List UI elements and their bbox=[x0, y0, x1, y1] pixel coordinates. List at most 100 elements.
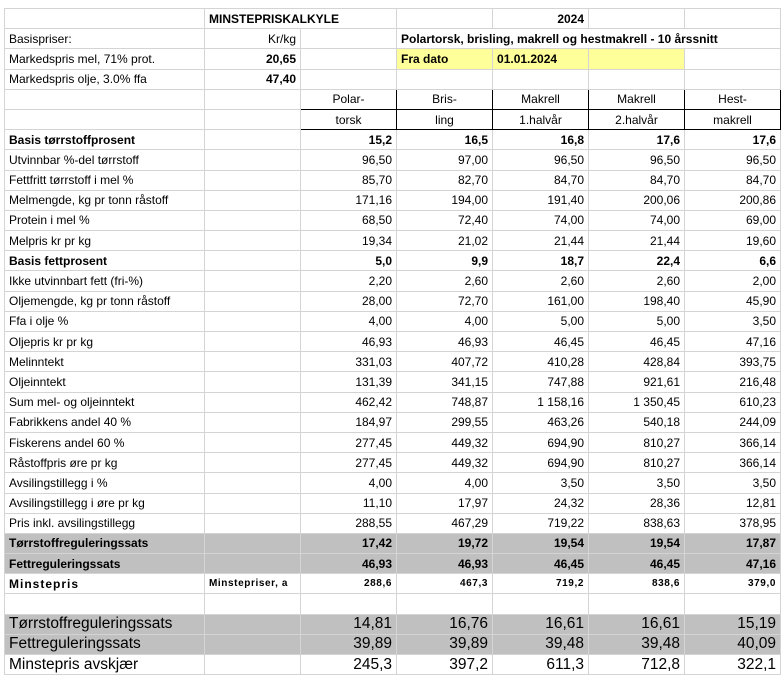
value: 14,81 bbox=[299, 613, 398, 635]
cell bbox=[588, 7, 686, 30]
value: 694,90 bbox=[492, 452, 590, 474]
cell bbox=[204, 633, 301, 656]
value: 19,60 bbox=[684, 230, 782, 252]
value: 39,89 bbox=[299, 633, 398, 656]
row: Sum mel- og oljeinntekt 462,42 748,87 1 158… bbox=[4, 391, 782, 413]
row-label: Melpris kr pr kg bbox=[4, 230, 205, 252]
value: 16,8 bbox=[492, 129, 590, 151]
value: 74,00 bbox=[492, 209, 590, 232]
row-label: Fiskerens andel 60 % bbox=[4, 431, 205, 454]
cell bbox=[684, 7, 782, 30]
value: 17,6 bbox=[684, 129, 782, 151]
value: 712,8 bbox=[588, 653, 686, 676]
value: 96,50 bbox=[299, 149, 398, 171]
cell bbox=[204, 108, 301, 131]
cell bbox=[204, 431, 301, 454]
value: 378,95 bbox=[684, 512, 782, 534]
label: Markedspris olje, 3.0% ffa bbox=[4, 68, 205, 90]
cell bbox=[204, 613, 301, 635]
cell bbox=[396, 593, 494, 615]
value: 19,34 bbox=[299, 230, 398, 252]
value: 4,00 bbox=[299, 472, 398, 494]
value: 17,42 bbox=[299, 532, 398, 555]
row: Basispriser: Kr/kg Polartorsk, brisling, m… bbox=[4, 28, 782, 50]
row: Markedspris olje, 3.0% ffa 47,40 bbox=[4, 68, 782, 90]
value: 322,1 bbox=[684, 653, 782, 676]
value: 366,14 bbox=[684, 452, 782, 474]
cell bbox=[4, 7, 205, 30]
value: 2,60 bbox=[396, 270, 494, 292]
value: 540,18 bbox=[588, 411, 686, 433]
value: 610,23 bbox=[684, 391, 782, 413]
value: 467,3 bbox=[396, 573, 494, 595]
value: 19,54 bbox=[588, 532, 686, 555]
row-label: Basis tørrstoffprosent bbox=[4, 129, 205, 151]
row: Råstoffpris øre pr kg 277,45 449,32 694,90 8… bbox=[4, 452, 782, 474]
row-label: Tørrstoffreguleringssats bbox=[4, 613, 205, 635]
value: 72,70 bbox=[396, 290, 494, 312]
value: 921,61 bbox=[588, 371, 686, 393]
value: 69,00 bbox=[684, 209, 782, 232]
cell bbox=[204, 149, 301, 171]
column-header: Hest- bbox=[684, 88, 782, 110]
cell bbox=[684, 593, 782, 615]
value: 46,93 bbox=[396, 553, 494, 575]
row: Oljeinntekt 131,39 341,15 747,88 921,61 216,4… bbox=[4, 371, 782, 393]
cell bbox=[204, 351, 301, 373]
row-label: Tørrstoffreguleringssats bbox=[4, 532, 205, 555]
cell bbox=[588, 593, 686, 615]
value: 1 158,16 bbox=[492, 391, 590, 413]
row: Utvinnbar %-del tørrstoff 96,50 97,00 96,50… bbox=[4, 149, 782, 171]
value: 171,16 bbox=[299, 189, 398, 211]
cell bbox=[204, 250, 301, 272]
value: 72,40 bbox=[396, 209, 494, 232]
cell bbox=[4, 593, 205, 615]
cell bbox=[204, 532, 301, 555]
row-label: Fettreguleringssats bbox=[4, 553, 205, 575]
note: Minstepriser, a bbox=[204, 573, 301, 595]
column-header: Makrell bbox=[492, 88, 590, 110]
cell bbox=[204, 189, 301, 211]
value: 449,32 bbox=[396, 431, 494, 454]
column-header: Bris- bbox=[396, 88, 494, 110]
row: Fettreguleringssats 39,89 39,89 39,48 39,48 4… bbox=[4, 633, 782, 656]
value: 747,88 bbox=[492, 371, 590, 393]
row: Melinntekt 331,03 407,72 410,28 428,84 393,75 bbox=[4, 351, 782, 373]
value: 82,70 bbox=[396, 169, 494, 191]
row: Oljemengde, kg pr tonn råstoff 28,00 72,70… bbox=[4, 290, 782, 312]
value: 216,48 bbox=[684, 371, 782, 393]
row-label: Oljemengde, kg pr tonn råstoff bbox=[4, 290, 205, 312]
cell bbox=[396, 7, 494, 30]
value: 18,7 bbox=[492, 250, 590, 272]
cell bbox=[588, 48, 686, 70]
column-header: Makrell bbox=[588, 88, 686, 110]
row: Oljepris kr pr kg 46,93 46,93 46,45 46,45 47,… bbox=[4, 330, 782, 353]
value: 5,0 bbox=[299, 250, 398, 272]
cell bbox=[4, 108, 205, 131]
row: MINSTEPRISKALKYLE 2024 bbox=[4, 7, 782, 30]
column-header: makrell bbox=[684, 108, 782, 131]
row-label: Minstepris bbox=[4, 573, 205, 595]
value: 397,2 bbox=[396, 653, 494, 676]
cell bbox=[204, 391, 301, 413]
value: 15,2 bbox=[299, 129, 398, 151]
value: 366,14 bbox=[684, 431, 782, 454]
value: 719,2 bbox=[492, 573, 590, 595]
value: 24,32 bbox=[492, 492, 590, 514]
value: 11,10 bbox=[299, 492, 398, 514]
cell bbox=[588, 68, 686, 90]
row: Fettfritt tørrstoff i mel % 85,70 82,70 84,… bbox=[4, 169, 782, 191]
cell bbox=[204, 310, 301, 333]
title: MINSTEPRISKALKYLE bbox=[203, 7, 398, 30]
value: 288,55 bbox=[299, 512, 398, 534]
cell bbox=[204, 492, 301, 514]
value: 161,00 bbox=[492, 290, 590, 312]
cell bbox=[204, 209, 301, 232]
row: Melpris kr pr kg 19,34 21,02 21,44 21,44 19,6… bbox=[4, 230, 782, 252]
value: 245,3 bbox=[299, 653, 398, 676]
value: 46,93 bbox=[299, 330, 398, 353]
value: 428,84 bbox=[588, 351, 686, 373]
value: 719,22 bbox=[492, 512, 590, 534]
row-label: Oljeinntekt bbox=[4, 371, 205, 393]
row-label: Minstepris avskjær bbox=[4, 653, 205, 676]
